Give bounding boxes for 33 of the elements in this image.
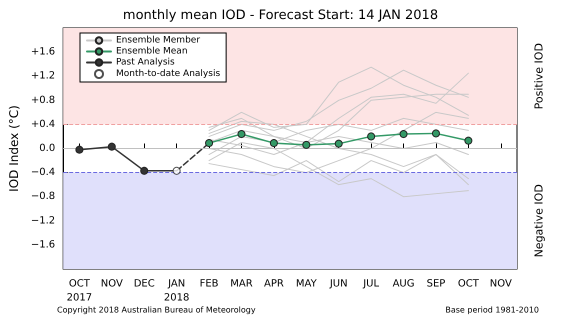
y-tick-label: +0.8 bbox=[30, 94, 56, 106]
text: Copyright 2018 Australian Bureau of Meteorology bbox=[57, 306, 256, 314]
x-tick-label: OCT 2017 bbox=[66, 278, 92, 304]
band-label: Negative IOD bbox=[532, 184, 546, 258]
y-tick-label: +1.2 bbox=[30, 70, 56, 82]
y-tick-label: −0.4 bbox=[30, 167, 56, 178]
y-tick-label: −1.2 bbox=[30, 215, 56, 226]
y-tick-label: −0.8 bbox=[30, 191, 56, 202]
x-tick-label: AUG bbox=[392, 278, 415, 290]
x-tick-label: DEC bbox=[134, 278, 155, 290]
x-tick-label: APR bbox=[264, 278, 284, 290]
x-tick-label: MAR bbox=[230, 278, 253, 290]
x-tick-label: JUL bbox=[362, 278, 380, 290]
y-tick-label: +1.6 bbox=[30, 46, 56, 58]
band-label: Positive IOD bbox=[532, 43, 546, 110]
y-tick-label: 0.0 bbox=[39, 143, 56, 154]
x-tick-label: FEB bbox=[200, 278, 219, 290]
legend-label: Month-to-date Analysis bbox=[116, 69, 220, 79]
y-tick-label: −1.6 bbox=[30, 239, 56, 250]
x-tick-label: JAN 2018 bbox=[164, 278, 190, 304]
legend-label: Past Analysis bbox=[116, 58, 176, 68]
y-axis-title: IOD Index (°C) bbox=[7, 105, 21, 192]
x-tick-label: MAY bbox=[296, 278, 318, 290]
x-tick-label: SEP bbox=[426, 278, 446, 290]
x-tick-label: NOV bbox=[490, 278, 512, 290]
legend-label: Ensemble Mean bbox=[116, 46, 188, 56]
x-tick-label: JUN bbox=[328, 278, 348, 290]
x-tick-label: NOV bbox=[100, 278, 123, 290]
y-tick-label: +0.4 bbox=[30, 118, 56, 130]
text: Base period 1981-2010 bbox=[445, 306, 539, 314]
x-tick-label: OCT bbox=[458, 278, 480, 290]
chart-title: monthly mean IOD - Forecast Start: 14 JAN 2018 bbox=[122, 8, 438, 23]
legend-label: Ensemble Member bbox=[116, 36, 200, 46]
